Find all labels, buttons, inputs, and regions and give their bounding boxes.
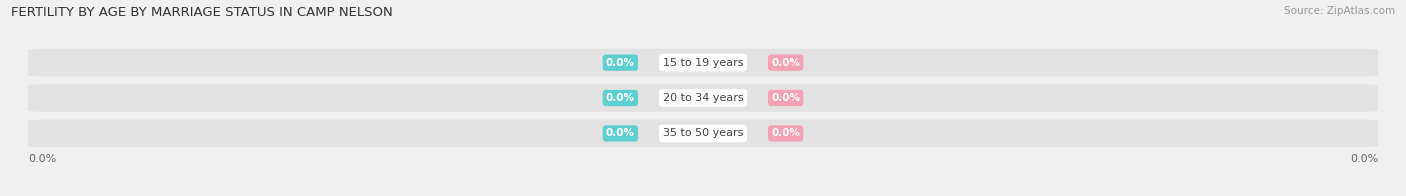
Text: 0.0%: 0.0% xyxy=(606,128,636,138)
Text: FERTILITY BY AGE BY MARRIAGE STATUS IN CAMP NELSON: FERTILITY BY AGE BY MARRIAGE STATUS IN C… xyxy=(11,6,394,19)
FancyBboxPatch shape xyxy=(28,49,1378,76)
FancyBboxPatch shape xyxy=(28,84,1378,112)
Text: 0.0%: 0.0% xyxy=(770,128,800,138)
Text: 0.0%: 0.0% xyxy=(606,58,636,68)
Text: 35 to 50 years: 35 to 50 years xyxy=(662,128,744,138)
Text: 15 to 19 years: 15 to 19 years xyxy=(662,58,744,68)
Text: 0.0%: 0.0% xyxy=(606,93,636,103)
FancyBboxPatch shape xyxy=(28,120,1378,147)
Text: 0.0%: 0.0% xyxy=(1350,154,1378,164)
Text: 20 to 34 years: 20 to 34 years xyxy=(662,93,744,103)
Text: 0.0%: 0.0% xyxy=(770,58,800,68)
Text: 0.0%: 0.0% xyxy=(770,93,800,103)
Text: 0.0%: 0.0% xyxy=(28,154,56,164)
Text: Source: ZipAtlas.com: Source: ZipAtlas.com xyxy=(1284,6,1395,16)
